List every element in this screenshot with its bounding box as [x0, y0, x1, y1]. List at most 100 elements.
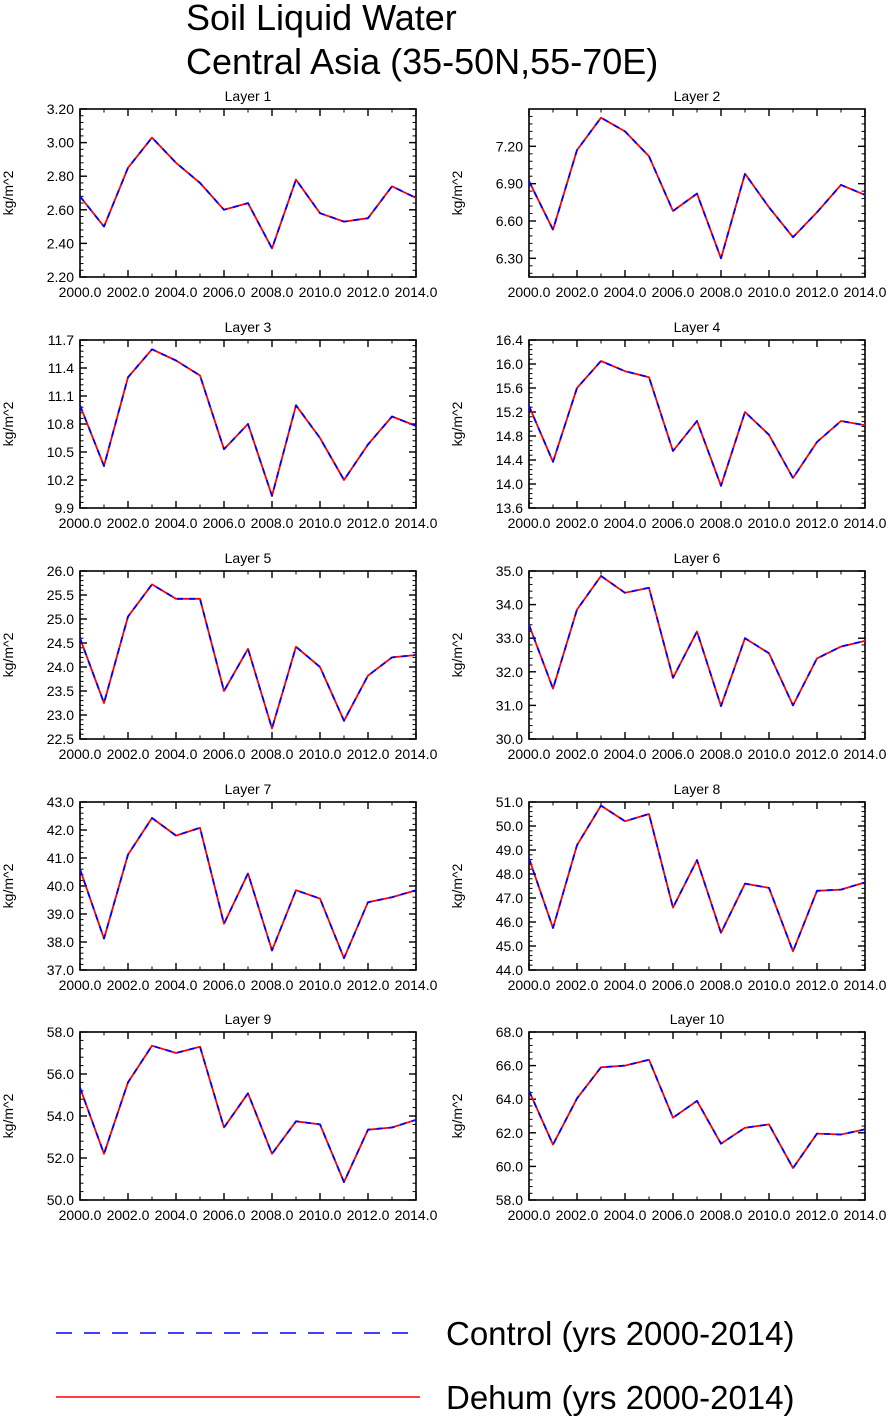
panel-9-ytick-label: 50.0 [47, 1192, 74, 1208]
panel-3: Layer 3 kg/m^2 2000.0 2002.0 2004.0 2006.0 200… [0, 319, 438, 531]
panel-4-ytick-label: 15.6 [496, 380, 523, 396]
legend: Control (yrs 2000-2014) Dehum (yrs 2000-2… [56, 1315, 795, 1416]
panel-5-xtick-label: 2010.0 [299, 746, 342, 762]
panel-3-ytick-label: 10.5 [47, 444, 74, 460]
panel-5-xtick-label: 2002.0 [107, 746, 150, 762]
panel-1: Layer 1 kg/m^2 2000.0 2002.0 2004.0 2006.0 200… [0, 88, 438, 300]
panel-1-xtick-label: 2002.0 [107, 284, 150, 300]
panel-8-ytick-label: 45.0 [496, 938, 523, 954]
panel-9-series-dehum-line [79, 1044, 417, 1183]
panel-10-xtick-label: 2006.0 [652, 1207, 695, 1223]
panel-8-ytick-label: 50.0 [496, 818, 523, 834]
panel-4-ytick-label: 16.4 [496, 332, 523, 348]
panel-3-xtick-label: 2010.0 [299, 515, 342, 531]
panel-1-ylabel: kg/m^2 [0, 170, 16, 215]
panel-5-xtick-label: 2014.0 [395, 746, 438, 762]
panel-9-ytick-label: 54.0 [47, 1108, 74, 1124]
figure-title-line2: Central Asia (35-50N,55-70E) [186, 41, 658, 82]
panel-8-xtick-label: 2004.0 [604, 977, 647, 993]
panel-5-ytick-label: 22.5 [47, 731, 74, 747]
panel-6-series-control-line [528, 575, 866, 707]
panel-4-ytick-label: 14.0 [496, 476, 523, 492]
panel-10-xtick-label: 2012.0 [796, 1207, 839, 1223]
panel-8-ytick-label: 48.0 [496, 866, 523, 882]
panel-8-xtick-label: 2014.0 [844, 977, 887, 993]
panel-10-xtick-label: 2002.0 [556, 1207, 599, 1223]
legend-label-dehum: Dehum (yrs 2000-2014) [446, 1379, 795, 1416]
panel-7-ytick-label: 43.0 [47, 794, 74, 810]
panel-6-xtick-label: 2002.0 [556, 746, 599, 762]
panel-10-series-dehum-line [528, 1058, 866, 1169]
panel-1-ytick-label: 2.80 [47, 168, 74, 184]
panel-7-ytick-label: 37.0 [47, 962, 74, 978]
panel-6-ytick-label: 35.0 [496, 563, 523, 579]
panel-8-xtick-label: 2010.0 [748, 977, 791, 993]
panel-1-xtick-label: 2014.0 [395, 284, 438, 300]
panel-1-series-control-line [79, 136, 417, 250]
panel-5-ytick-label: 23.0 [47, 707, 74, 723]
panel-5-series-dehum-line [79, 583, 417, 730]
panel-9-ytick-label: 56.0 [47, 1066, 74, 1082]
panel-3-ylabel: kg/m^2 [0, 401, 16, 446]
panel-7-ytick-label: 39.0 [47, 906, 74, 922]
panel-1-ytick-label: 3.20 [47, 101, 74, 117]
panel-8-title: Layer 8 [674, 781, 721, 797]
panel-8-ytick-label: 51.0 [496, 794, 523, 810]
panel-8: Layer 8 kg/m^2 2000.0 2002.0 2004.0 2006.0 200… [449, 781, 887, 993]
panel-9-xtick-label: 2000.0 [59, 1207, 102, 1223]
panel-4-ylabel: kg/m^2 [449, 401, 465, 446]
panel-6-xtick-label: 2014.0 [844, 746, 887, 762]
panel-9-ytick-label: 52.0 [47, 1150, 74, 1166]
panel-4-xtick-label: 2002.0 [556, 515, 599, 531]
panel-5-ytick-label: 24.5 [47, 635, 74, 651]
panel-1-ytick-label: 2.20 [47, 269, 74, 285]
panel-8-xtick-label: 2002.0 [556, 977, 599, 993]
panel-8-xtick-label: 2008.0 [700, 977, 743, 993]
panel-6-title: Layer 6 [674, 550, 721, 566]
panel-10: Layer 10 kg/m^2 2000.0 2002.0 2004.0 2006.0 20… [449, 1011, 887, 1223]
panel-9-ylabel: kg/m^2 [0, 1093, 16, 1138]
panel-1-xtick-label: 2012.0 [347, 284, 390, 300]
panel-3-ytick-label: 11.1 [48, 388, 74, 404]
panel-3-xtick-label: 2006.0 [203, 515, 246, 531]
panel-5-ytick-label: 25.0 [47, 611, 74, 627]
panel-5: Layer 5 kg/m^2 2000.0 2002.0 2004.0 2006.0 200… [0, 550, 438, 762]
panel-4-xtick-label: 2000.0 [508, 515, 551, 531]
panel-4-frame [528, 339, 866, 509]
panel-5-xtick-label: 2006.0 [203, 746, 246, 762]
panels: Layer 1 kg/m^2 2000.0 2002.0 2004.0 2006.0 200… [0, 88, 887, 1223]
panel-9-title: Layer 9 [225, 1011, 272, 1027]
panel-4-ytick-label: 15.2 [496, 404, 523, 420]
panel-3-xtick-label: 2012.0 [347, 515, 390, 531]
panel-9-xtick-label: 2008.0 [251, 1207, 294, 1223]
panel-6-series-dehum-line [528, 575, 866, 707]
panel-7-xtick-label: 2000.0 [59, 977, 102, 993]
panel-8-ytick-label: 46.0 [496, 914, 523, 930]
panel-10-xtick-label: 2014.0 [844, 1207, 887, 1223]
panel-9-xtick-label: 2010.0 [299, 1207, 342, 1223]
panel-4-ytick-label: 14.8 [496, 428, 523, 444]
panel-7-frame [79, 801, 417, 971]
panel-6-xtick-label: 2004.0 [604, 746, 647, 762]
panel-3-ytick-label: 11.7 [48, 332, 74, 348]
panel-2-ytick-label: 7.20 [496, 138, 523, 154]
panel-2-xtick-label: 2006.0 [652, 284, 695, 300]
panel-4-xtick-label: 2006.0 [652, 515, 695, 531]
panel-3-xtick-label: 2002.0 [107, 515, 150, 531]
panel-10-ylabel: kg/m^2 [449, 1093, 465, 1138]
panel-2-xtick-label: 2002.0 [556, 284, 599, 300]
panel-5-ylabel: kg/m^2 [0, 632, 16, 677]
panel-7-xtick-label: 2012.0 [347, 977, 390, 993]
panel-1-xtick-label: 2004.0 [155, 284, 198, 300]
panel-10-xtick-label: 2010.0 [748, 1207, 791, 1223]
panel-5-ytick-label: 24.0 [47, 659, 74, 675]
panel-10-xtick-label: 2004.0 [604, 1207, 647, 1223]
panel-2-ytick-label: 6.30 [496, 250, 523, 266]
panel-8-ytick-label: 47.0 [496, 890, 523, 906]
panel-6-xtick-label: 2012.0 [796, 746, 839, 762]
panel-9-series-control-line [79, 1044, 417, 1183]
panel-3-xtick-label: 2004.0 [155, 515, 198, 531]
panel-6-xtick-label: 2010.0 [748, 746, 791, 762]
panel-9-frame [79, 1031, 417, 1201]
panel-2: Layer 2 kg/m^2 2000.0 2002.0 2004.0 2006.0 200… [449, 88, 887, 300]
